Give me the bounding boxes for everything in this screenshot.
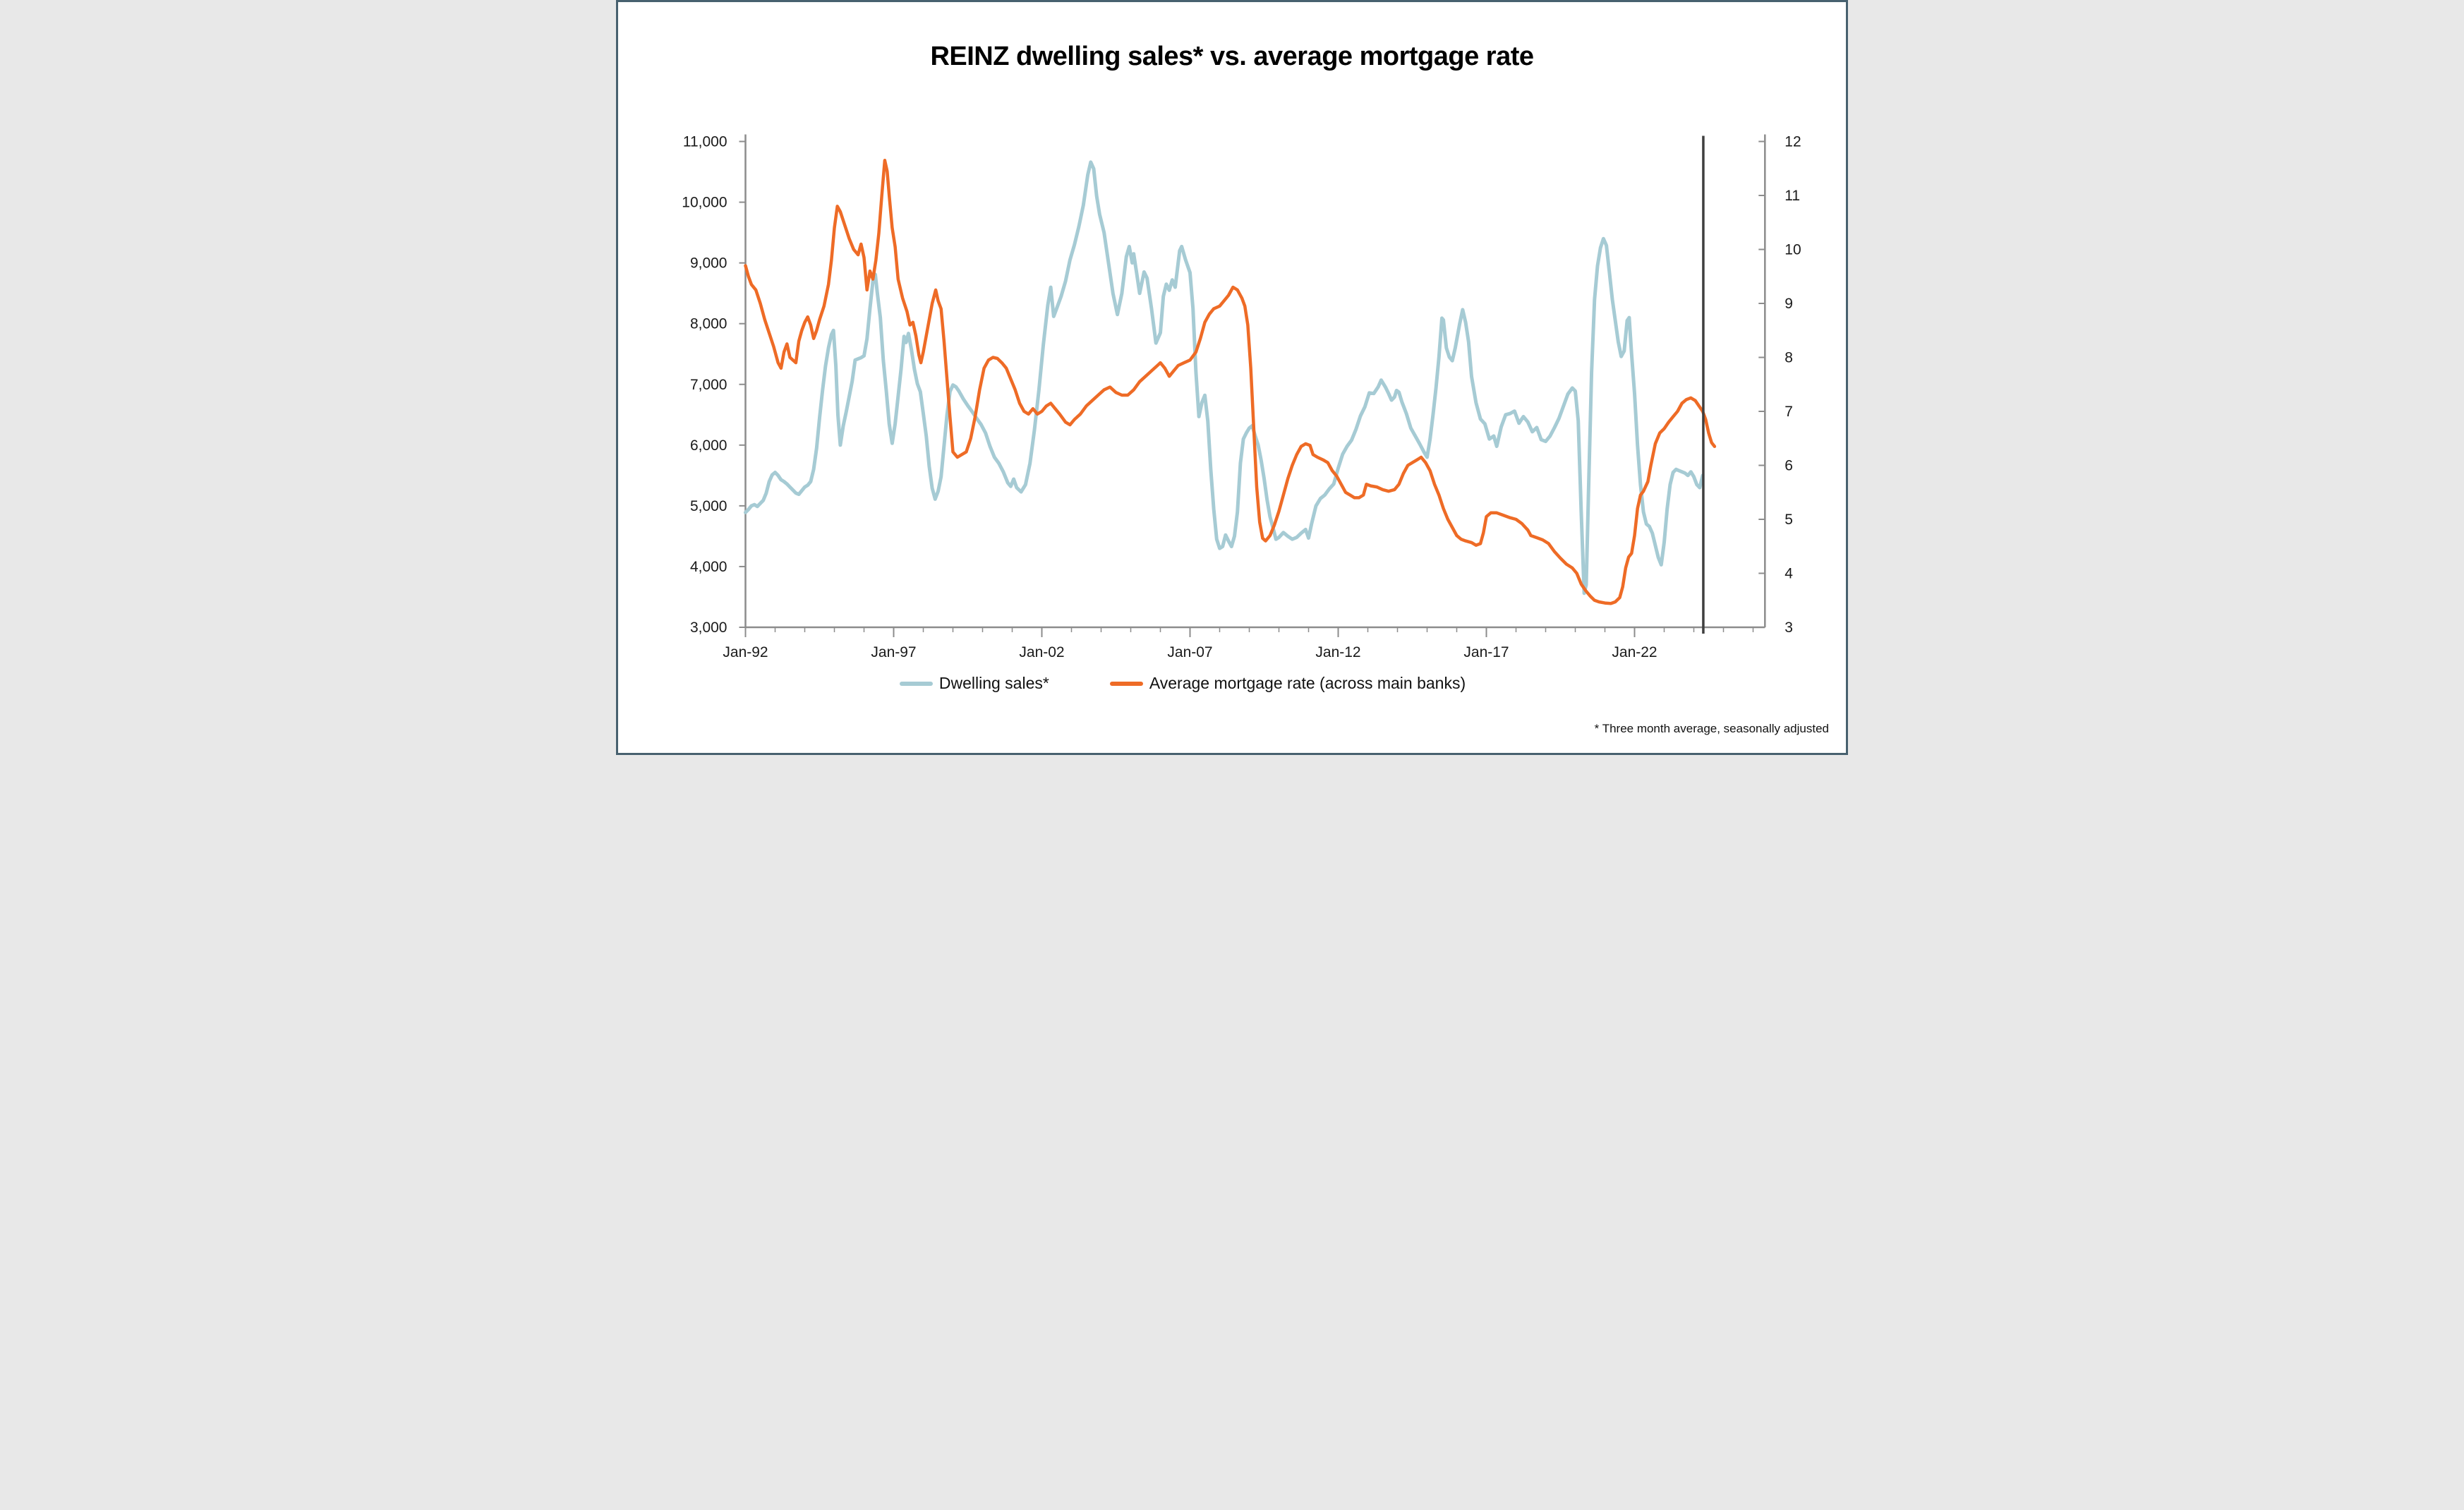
svg-text:Jan-02: Jan-02 — [1019, 644, 1064, 660]
svg-text:8: 8 — [1784, 350, 1793, 366]
svg-text:5: 5 — [1784, 512, 1793, 528]
svg-text:9,000: 9,000 — [690, 255, 727, 272]
legend-label: Dwelling sales* — [938, 674, 1049, 692]
svg-text:4: 4 — [1784, 566, 1793, 582]
svg-text:7: 7 — [1784, 404, 1793, 420]
svg-text:11: 11 — [1784, 188, 1800, 204]
svg-text:9: 9 — [1784, 296, 1793, 312]
svg-text:12: 12 — [1784, 134, 1801, 150]
svg-text:3,000: 3,000 — [690, 620, 727, 636]
footnote: * Three month average, seasonally adjust… — [1594, 722, 1829, 735]
svg-text:Jan-12: Jan-12 — [1315, 644, 1360, 660]
svg-text:6: 6 — [1784, 458, 1793, 474]
page-title: REINZ dwelling sales* vs. average mortga… — [930, 42, 1534, 71]
svg-text:Jan-97: Jan-97 — [871, 644, 916, 660]
svg-text:3: 3 — [1784, 620, 1793, 636]
svg-text:Jan-17: Jan-17 — [1463, 644, 1509, 660]
legend-item-mortgage-rate: Average mortgage rate (across main banks… — [1109, 674, 1466, 693]
legend-item-dwelling-sales: Dwelling sales* — [899, 674, 1049, 693]
svg-text:8,000: 8,000 — [690, 316, 727, 332]
svg-text:Jan-22: Jan-22 — [1612, 644, 1657, 660]
svg-text:6,000: 6,000 — [690, 437, 727, 454]
svg-text:10: 10 — [1784, 242, 1801, 258]
svg-text:7,000: 7,000 — [690, 377, 727, 393]
legend-label: Average mortgage rate (across main banks… — [1149, 674, 1466, 692]
svg-text:4,000: 4,000 — [690, 559, 727, 575]
dwelling-sales-line-swatch — [899, 681, 933, 686]
svg-text:Jan-07: Jan-07 — [1167, 644, 1212, 660]
line-chart: 3,000 4,000 5,000 6,000 7,000 8,000 9,000 10,00… — [682, 134, 1801, 661]
svg-text:Jan-92: Jan-92 — [723, 644, 768, 660]
chart-frame: REINZ dwelling sales* vs. average mortga… — [616, 0, 1848, 755]
svg-text:10,000: 10,000 — [682, 195, 727, 211]
svg-text:11,000: 11,000 — [683, 134, 727, 150]
svg-text:5,000: 5,000 — [690, 498, 727, 514]
mortgage-rate-line-swatch — [1109, 681, 1143, 686]
legend: Dwelling sales* Average mortgage rate (a… — [618, 674, 1796, 693]
